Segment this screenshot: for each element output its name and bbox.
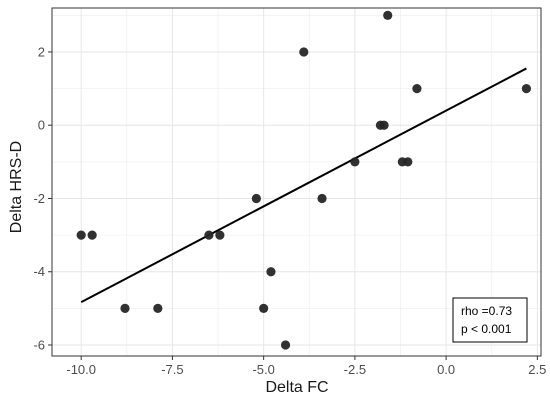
y-tick-label: -2 bbox=[33, 191, 45, 206]
p-value-label: p < 0.001 bbox=[461, 322, 512, 336]
y-tick-label: -4 bbox=[33, 264, 45, 279]
data-point bbox=[299, 47, 309, 57]
data-point bbox=[266, 267, 276, 277]
data-point bbox=[383, 10, 393, 20]
data-points bbox=[76, 10, 532, 350]
regression-line-group bbox=[80, 67, 527, 304]
data-point bbox=[76, 230, 86, 240]
x-tick-label: -2.5 bbox=[344, 362, 366, 377]
minor-gridlines bbox=[52, 8, 541, 356]
y-tick-label: 2 bbox=[38, 44, 45, 59]
rho-label: rho =0.73 bbox=[461, 304, 512, 318]
data-point bbox=[403, 157, 413, 167]
regression-line bbox=[80, 67, 527, 304]
y-tick-label: 0 bbox=[38, 118, 45, 133]
data-point bbox=[259, 303, 269, 313]
data-point bbox=[215, 230, 225, 240]
data-point bbox=[280, 340, 291, 350]
data-point bbox=[204, 230, 214, 240]
major-gridlines bbox=[52, 8, 541, 356]
data-point bbox=[120, 303, 130, 313]
y-tick-label: -6 bbox=[33, 338, 45, 353]
data-point bbox=[521, 83, 532, 94]
data-point bbox=[412, 83, 422, 94]
statistics-annotation: rho =0.73 p < 0.001 bbox=[452, 297, 528, 343]
data-point bbox=[153, 303, 163, 313]
data-point bbox=[317, 193, 327, 204]
x-axis-ticks: -10.0 -7.5 -5.0 -2.5 0.0 2.5 bbox=[66, 356, 546, 377]
y-axis-ticks: -6 -4 -2 0 2 bbox=[33, 44, 52, 353]
x-tick-label: -10.0 bbox=[66, 362, 96, 377]
annotation-box bbox=[452, 297, 528, 343]
x-tick-label: -5.0 bbox=[252, 362, 274, 377]
data-point bbox=[379, 120, 389, 130]
plot-panel-border bbox=[51, 7, 542, 357]
data-point bbox=[350, 157, 360, 167]
y-axis-title: Delta HRS-D bbox=[8, 141, 25, 233]
data-point bbox=[87, 230, 97, 240]
data-point bbox=[251, 193, 261, 204]
x-axis-title: Delta FC bbox=[265, 379, 328, 396]
x-tick-label: 0.0 bbox=[437, 362, 455, 377]
x-tick-label: 2.5 bbox=[528, 362, 546, 377]
x-tick-label: -7.5 bbox=[161, 362, 183, 377]
